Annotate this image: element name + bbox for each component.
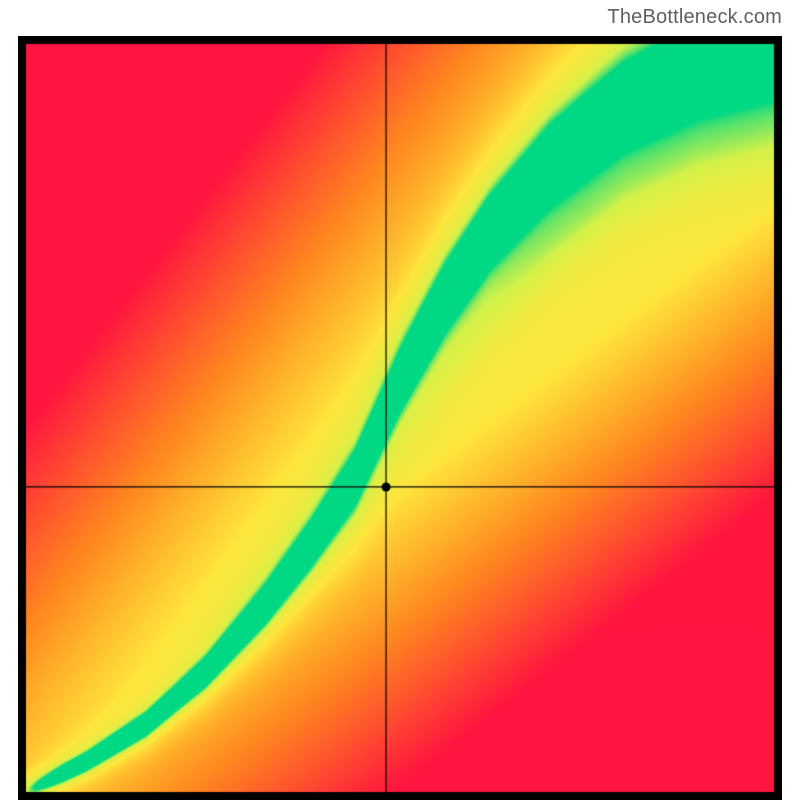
- watermark-text: TheBottleneck.com: [607, 6, 782, 29]
- heatmap-canvas: [18, 36, 782, 800]
- plot-area: [18, 36, 782, 800]
- chart-container: TheBottleneck.com: [0, 0, 800, 800]
